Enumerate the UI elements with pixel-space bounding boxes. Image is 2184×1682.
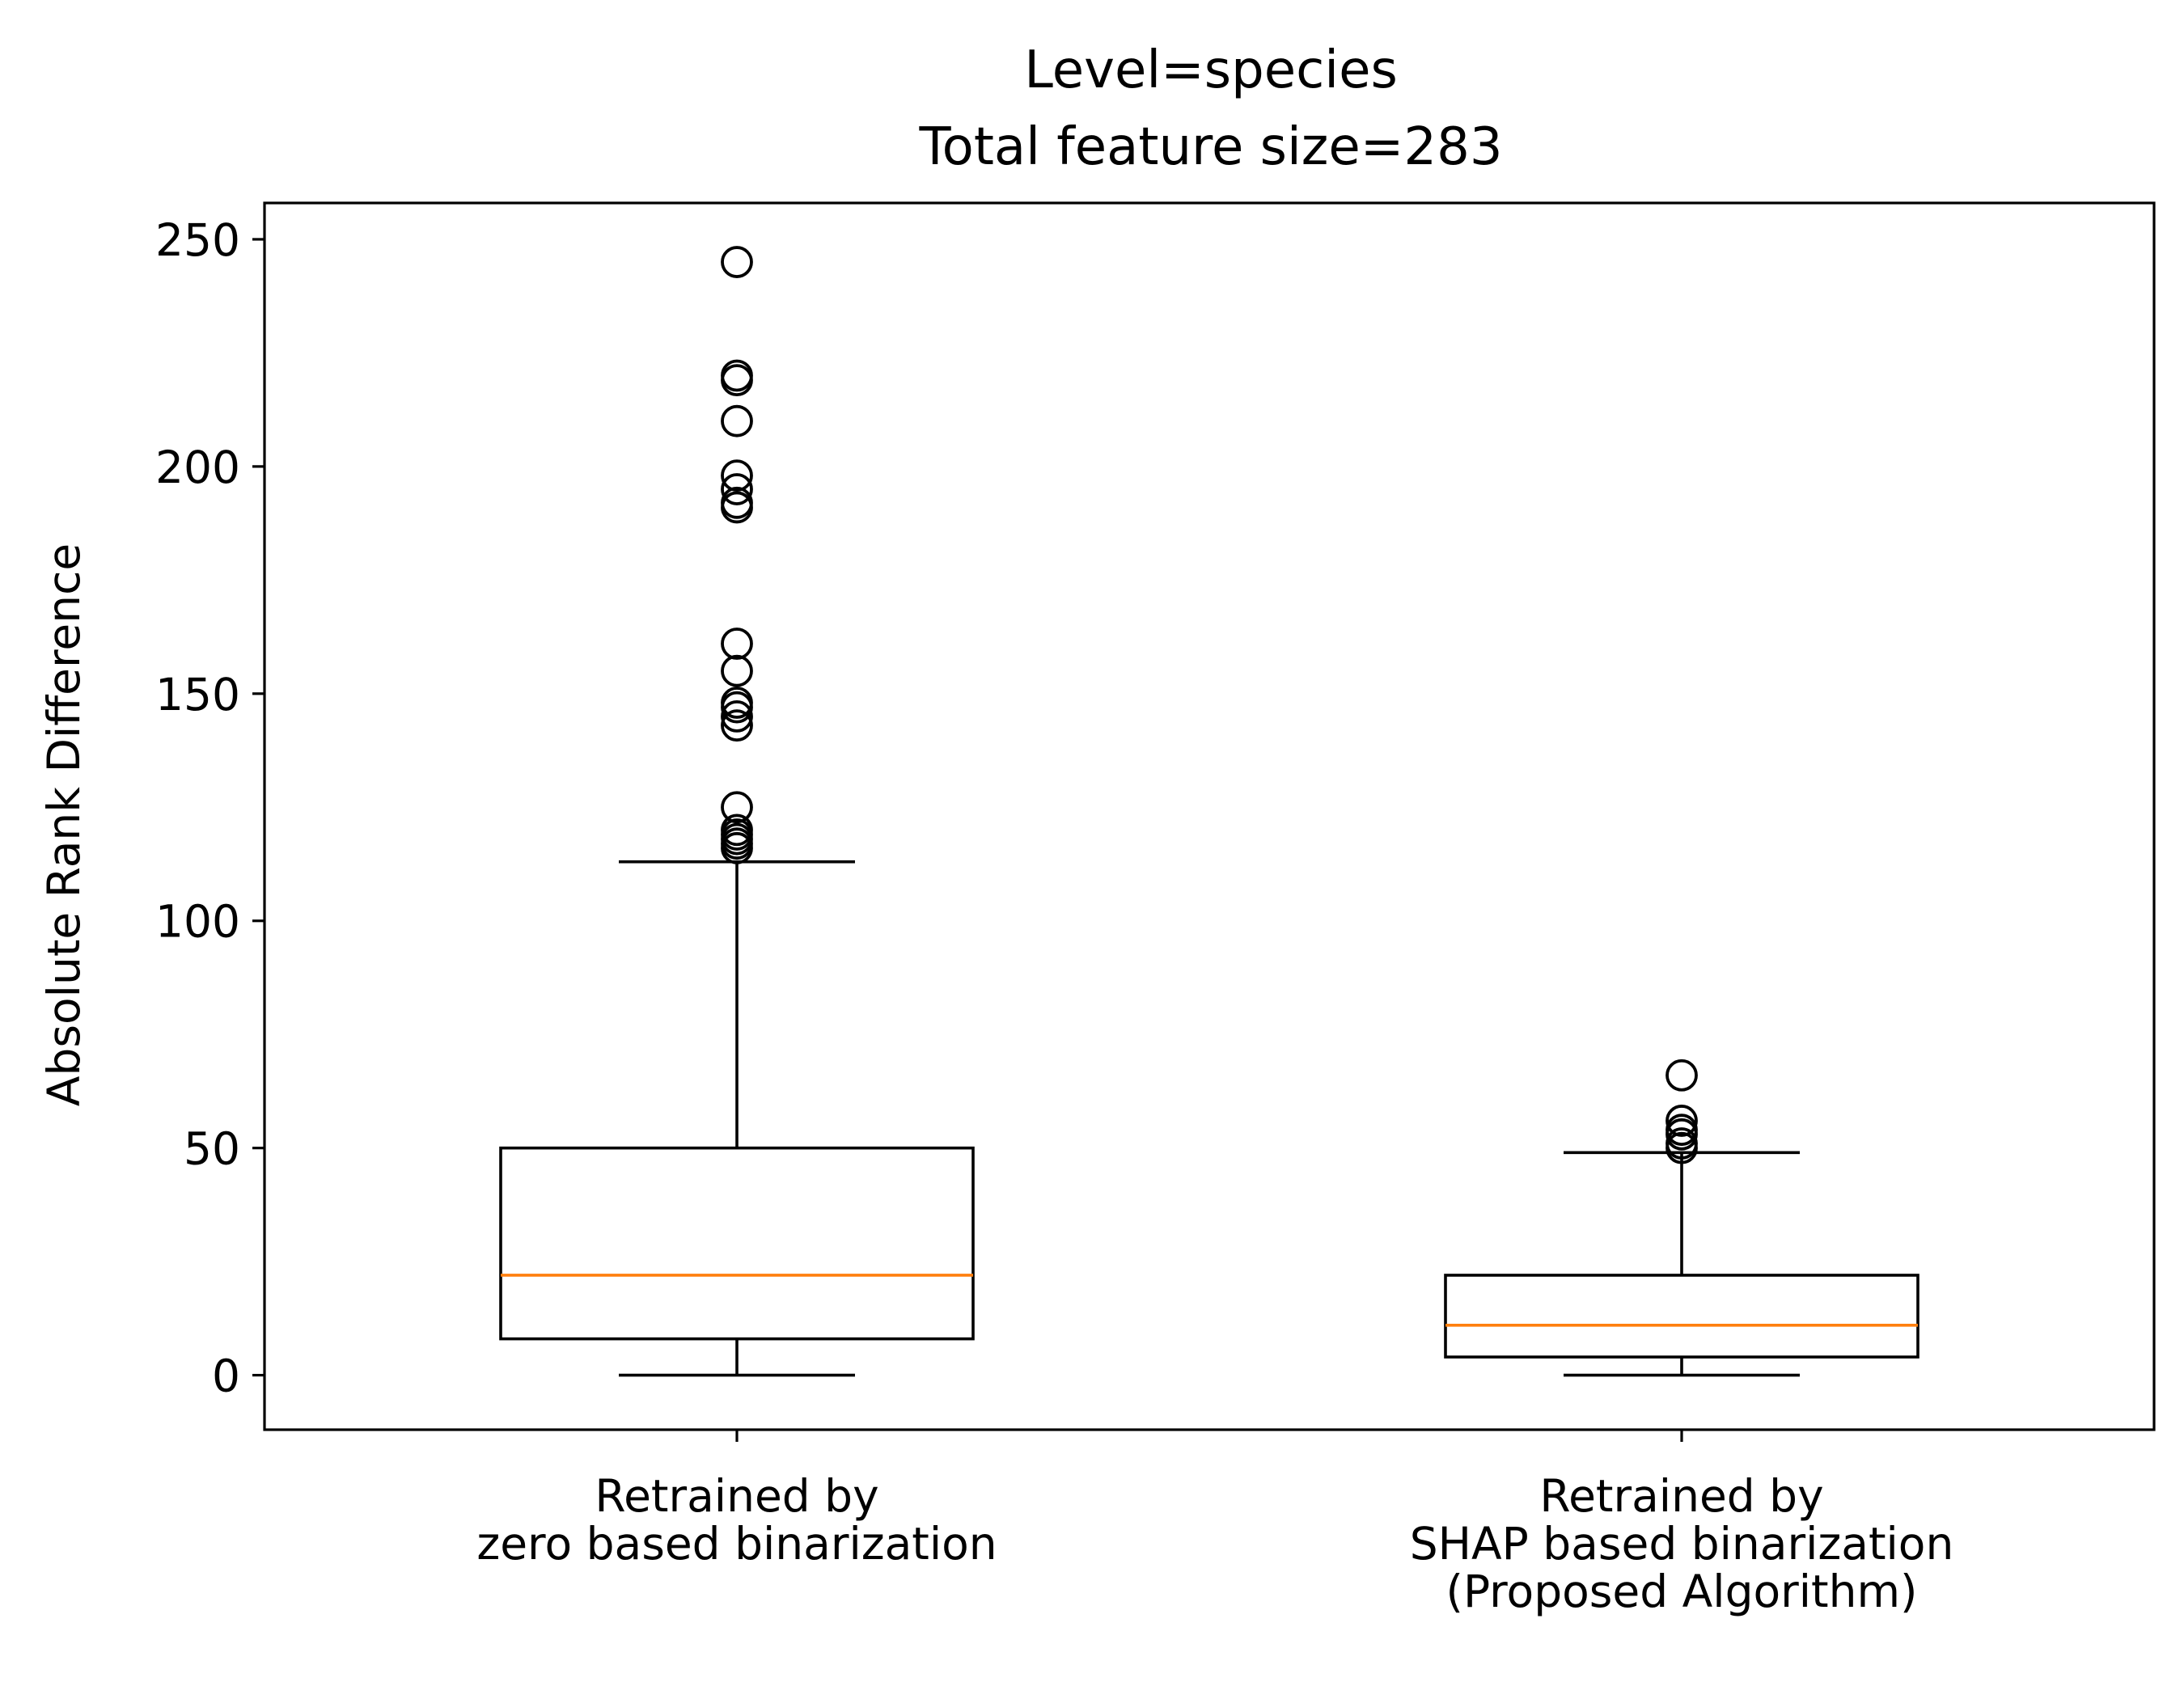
y-tick-label: 250: [155, 214, 240, 266]
x-tick-label-line: Retrained by: [1539, 1470, 1823, 1522]
outlier-point: [721, 359, 753, 392]
outlier-point: [1666, 1127, 1698, 1160]
y-tick-label: 200: [155, 442, 240, 493]
outlier-point: [721, 404, 753, 437]
outlier-point: [721, 687, 753, 719]
box-series-2: [1444, 1059, 1919, 1377]
chart-title-line-1: Level=species: [1024, 40, 1398, 100]
y-axis-label: Absolute Rank Difference: [38, 543, 90, 1106]
y-tick-label: 150: [155, 669, 240, 721]
outlier-point: [721, 459, 753, 492]
outlier-point: [721, 246, 753, 278]
outlier-point: [721, 709, 753, 742]
y-axis: 0 50 100 150 200 250: [155, 214, 265, 1402]
x-tick-label-line: zero based binarization: [476, 1518, 997, 1570]
outlier-point: [721, 814, 753, 847]
chart-title: Level=species Total feature size=283: [918, 40, 1502, 177]
x-tick-label-line: SHAP based binarization: [1410, 1518, 1954, 1570]
y-tick-label: 0: [212, 1350, 240, 1402]
outlier-point: [721, 628, 753, 660]
interquartile-box: [1444, 1274, 1919, 1359]
outlier-point: [1666, 1105, 1698, 1137]
interquartile-box: [499, 1146, 975, 1341]
outlier-point: [721, 473, 753, 505]
outlier-point: [721, 791, 753, 824]
x-tick-label-line: (Proposed Algorithm): [1446, 1566, 1918, 1617]
outlier-point: [721, 699, 753, 733]
outlier-point: [721, 486, 753, 519]
chart-title-line-2: Total feature size=283: [918, 117, 1502, 177]
plot-area-frame: [263, 201, 2156, 1431]
y-tick-label: 100: [155, 896, 240, 948]
x-tick-label-line: Retrained by: [595, 1470, 878, 1522]
outlier-point: [1666, 1059, 1698, 1092]
outlier-point: [1666, 1114, 1698, 1147]
y-tick-label: 50: [184, 1123, 240, 1175]
box-series-1: [499, 246, 975, 1377]
boxes: [499, 246, 1919, 1377]
outlier-point: [721, 654, 753, 687]
